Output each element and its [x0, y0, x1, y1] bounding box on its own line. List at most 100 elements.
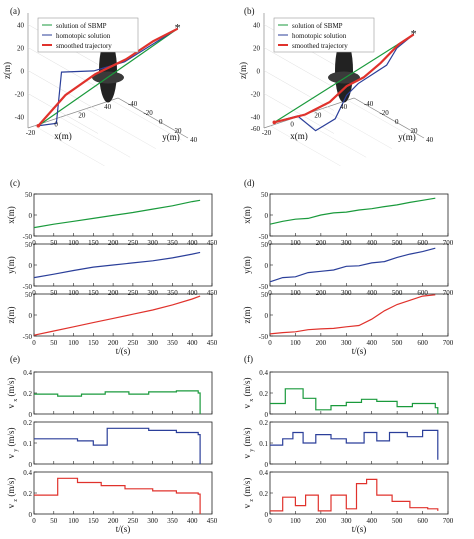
panel-f-ylabel: v y (m/s)	[242, 427, 255, 458]
panel-e-series-red	[34, 477, 201, 514]
panel-e-ytick-label: 0.2	[23, 419, 32, 427]
panel-c-series-blue	[33, 251, 201, 279]
ylabel-sub: y	[13, 449, 19, 452]
legend-label: smoothed trajectory	[56, 42, 112, 50]
legend-label: homotopic solution	[56, 32, 111, 40]
ylabel-main: v	[242, 452, 252, 459]
panel-c-xtick-label: 100	[68, 339, 79, 347]
panel-d-xtick-label: 600	[417, 339, 428, 347]
panel-c-ytick-label: 0	[29, 312, 33, 320]
panel-d-xtick-label: 500	[392, 339, 403, 347]
panel-a-grid-line	[34, 125, 105, 167]
panel-f-xtick-label: 600	[417, 517, 428, 525]
panel-e-xtick-label: 150	[88, 517, 99, 525]
panel-f-ytick-label: 0.2	[259, 419, 268, 427]
legend-label: solution of SBMP	[292, 22, 343, 30]
panel-d-xtick-label: 0	[268, 289, 272, 297]
panel-f-xtick-label: 500	[392, 517, 403, 525]
panel-e-ylabel: v x (m/s)	[6, 377, 19, 408]
panel-f-xtick-label: 300	[341, 517, 352, 525]
panel-a-series-blue	[38, 28, 179, 127]
panel-c-xtick-label: 250	[128, 239, 139, 247]
panel-a-grid-line	[111, 99, 182, 141]
panel-a-z-tick: -40	[15, 114, 25, 122]
panel-e-ytick-label: 0	[29, 511, 33, 519]
panel-d-xlabel: t/(s)	[352, 346, 367, 356]
panel-f-xlabel: t/(s)	[352, 524, 367, 534]
panel-c-ytick-label: 50	[25, 291, 33, 299]
panel-d-series-blue	[269, 247, 436, 283]
panel-c-xtick-label: 0	[32, 339, 36, 347]
panel-d-xtick-label: 100	[290, 339, 301, 347]
panel-a-grid-line	[60, 117, 131, 158]
panel-c-xtick-label: 150	[88, 289, 99, 297]
panel-d-xtick-label: 500	[392, 289, 403, 297]
panel-f-ytick-label: 0.4	[259, 469, 268, 477]
panel-b-y-tick: -40	[364, 100, 374, 108]
panel-b-z-tick: 0	[257, 68, 261, 76]
panel-d-ytick-label: 0	[265, 262, 269, 270]
panel-e-ytick-label: 0	[29, 461, 33, 469]
panel-label: (b)	[244, 6, 255, 16]
panel-a-series-green	[37, 28, 179, 127]
panel-c-xtick-label: 300	[147, 289, 158, 297]
ylabel-unit: (m/s)	[242, 427, 252, 448]
panel-f-ytick-label: 0.2	[259, 390, 268, 398]
ylabel-unit: (m/s)	[242, 377, 252, 398]
panel-a-x-tick: 20	[78, 112, 86, 120]
panel-d-ylabel: y(m)	[242, 256, 252, 274]
panel-f-xtick-label: 700	[443, 517, 454, 525]
panel-c-axes-1	[33, 243, 213, 287]
panel-d-xtick-label: 0	[268, 339, 272, 347]
legend-label: homotopic solution	[292, 32, 347, 40]
panel-e-xtick-label: 100	[68, 517, 79, 525]
panel-c-ytick-label: -50	[23, 283, 33, 291]
panel-c-axes-0	[33, 193, 213, 237]
ylabel-unit: (m/s)	[242, 478, 252, 499]
panel-c-xtick-label: 200	[108, 239, 119, 247]
panel-d-axes-2	[269, 293, 449, 337]
panel-a-series-red	[37, 27, 179, 127]
ylabel-main: v	[242, 402, 252, 409]
panel-b-grid-line	[321, 108, 392, 149]
panel-d-xtick-label: 200	[316, 239, 327, 247]
panel-e-xtick-label: 50	[50, 517, 58, 525]
panel-d-xtick-label: 400	[366, 239, 377, 247]
panel-d-ytick-label: -50	[259, 333, 269, 341]
panel-f-series-green	[270, 388, 439, 414]
panel-e-ytick-label: 0.1	[23, 440, 32, 448]
panel-f-ylabel: v x (m/s)	[242, 377, 255, 408]
panel-d-xtick-label: 700	[443, 339, 454, 347]
panel-c-ylabel: z(m)	[6, 307, 16, 324]
panel-e-ytick-label: 0.4	[23, 469, 32, 477]
panel-f-axes-0	[269, 371, 449, 415]
panel-c-ytick-label: 50	[25, 191, 33, 199]
panel-e-xtick-label: 0	[32, 517, 36, 525]
panel-a-start-marker	[36, 123, 41, 128]
panel-d-ylabel: x(m)	[242, 206, 252, 224]
panel-d-xtick-label: 400	[366, 339, 377, 347]
panel-d-axes-1	[269, 243, 449, 287]
panel-b-zlabel: z(m)	[238, 62, 248, 79]
ylabel-sub: z	[249, 499, 255, 502]
panel-a-x-tick: 0	[54, 120, 58, 128]
panel-d-xtick-label: 300	[341, 339, 352, 347]
panel-a-x-tick: 40	[104, 103, 112, 111]
ylabel-main: v	[6, 402, 16, 409]
panel-f-ytick-label: 0	[265, 461, 269, 469]
panel-a-grid-line	[27, 70, 99, 111]
ylabel-main: v	[6, 452, 16, 459]
panel-c-xtick-label: 0	[32, 239, 36, 247]
panel-d-xtick-label: 500	[392, 239, 403, 247]
panel-b-x-tick: -20	[262, 129, 272, 137]
panel-b-x-tick: 40	[340, 103, 348, 111]
panel-b-y-tick: -20	[379, 109, 389, 117]
panel-b-grid-line	[270, 125, 341, 167]
panel-b-series-red	[274, 33, 415, 124]
panel-e-axes-0	[33, 371, 213, 415]
panel-c-xtick-label: 0	[32, 289, 36, 297]
panel-b-legend-box	[273, 17, 375, 53]
panel-d-xtick-label: 600	[417, 239, 428, 247]
ylabel-unit: (m/s)	[6, 478, 16, 499]
panel-a-z-tick: 20	[17, 45, 25, 53]
